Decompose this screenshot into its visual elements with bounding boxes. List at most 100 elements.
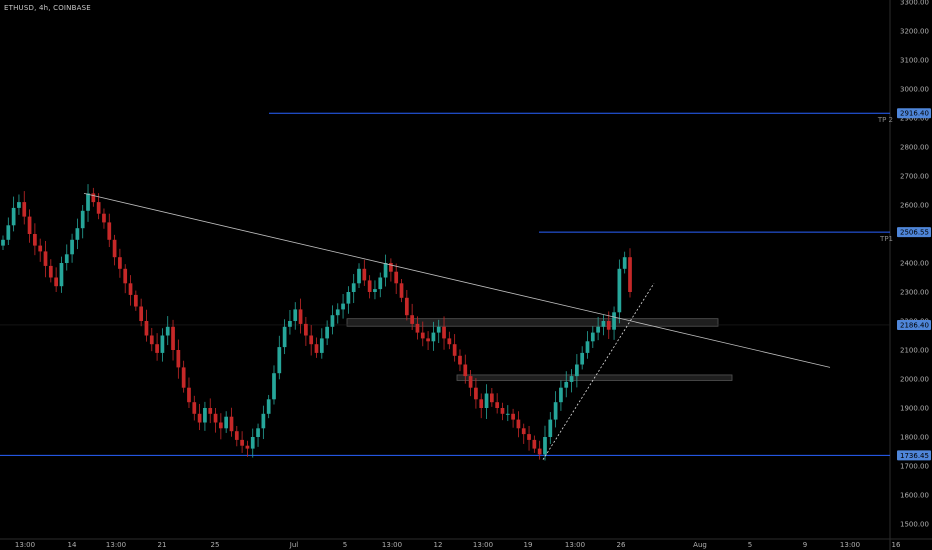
candle-body — [171, 326, 175, 350]
candle-body — [27, 216, 32, 234]
candle-body — [192, 402, 197, 414]
candle-body — [80, 210, 85, 229]
candle-body — [91, 193, 96, 203]
candle-body — [1, 239, 5, 246]
candle-body — [362, 268, 367, 281]
candle-body — [304, 323, 308, 336]
time-tick-label: 26 — [617, 541, 626, 549]
candle-body — [208, 408, 213, 414]
candle-body — [389, 263, 393, 272]
candle-body — [511, 413, 515, 420]
candle-body — [484, 393, 489, 408]
price-tick-label: 3100.00 — [900, 57, 929, 65]
price-tick-label: 3000.00 — [900, 86, 929, 94]
candle-body — [442, 326, 446, 339]
candle-body — [474, 387, 478, 400]
candle-body — [458, 355, 462, 365]
time-tick-label: 25 — [211, 541, 220, 549]
candle-body — [59, 263, 64, 287]
candle-body — [64, 254, 69, 263]
time-tick-label: 13:00 — [473, 541, 493, 549]
candle-body — [11, 207, 16, 226]
candle-body — [139, 306, 144, 321]
candle-body — [203, 408, 207, 423]
candle-body — [553, 402, 558, 420]
candle-body — [102, 213, 106, 223]
candle-body — [54, 277, 58, 287]
candle-body — [17, 202, 21, 208]
price-tick-label: 2400.00 — [900, 260, 929, 268]
supply-demand-zone[interactable] — [346, 318, 719, 327]
candle-body — [213, 413, 218, 423]
candle-body — [181, 367, 186, 388]
candle-body — [319, 338, 324, 353]
candle-body — [187, 387, 191, 403]
candle-body — [383, 263, 388, 278]
price-tick-label: 2800.00 — [900, 144, 929, 152]
candle-body — [580, 352, 585, 365]
candle-body — [436, 326, 441, 333]
target-label: TP1 — [879, 235, 893, 243]
price-tick-label: 2000.00 — [900, 376, 929, 384]
current-price-tag-text: 2186.40 — [900, 321, 929, 329]
candle-body — [229, 416, 234, 432]
price-tick-label: 1800.00 — [900, 434, 929, 442]
candle-body — [149, 335, 154, 345]
candle-body — [516, 419, 521, 429]
candle-body — [155, 344, 159, 353]
candle-body — [240, 439, 244, 446]
candle-body — [548, 419, 553, 437]
time-tick-label: 5 — [343, 541, 347, 549]
candle-body — [351, 283, 356, 292]
candle-body — [218, 422, 223, 429]
candle-body — [234, 431, 239, 440]
candle-body — [38, 245, 43, 252]
candle-body — [410, 315, 415, 324]
price-tick-label: 2300.00 — [900, 289, 929, 297]
candle-body — [272, 373, 276, 400]
candle-body — [612, 312, 616, 330]
time-tick-label: 13:00 — [565, 541, 585, 549]
price-tick-label: 2600.00 — [900, 202, 929, 210]
candle-body — [293, 309, 298, 321]
candle-body — [133, 294, 138, 307]
candle-body — [452, 344, 457, 356]
candle-body — [6, 225, 11, 240]
candle-body — [346, 292, 351, 304]
price-tick-label: 1900.00 — [900, 405, 929, 413]
time-tick-label: 13:00 — [382, 541, 402, 549]
candle-body — [160, 335, 165, 353]
time-tick-label: 21 — [158, 541, 167, 549]
candle-body — [118, 257, 122, 269]
price-tick-label: 3300.00 — [900, 0, 929, 7]
price-tick-label: 1700.00 — [900, 463, 929, 471]
candle-body — [532, 439, 537, 449]
candle-body — [357, 268, 361, 284]
candle-body — [107, 222, 112, 240]
candle-body — [176, 350, 181, 368]
candle-body — [43, 251, 48, 266]
time-tick-label: Jul — [289, 541, 299, 549]
candle-body — [431, 332, 436, 342]
candle-body — [420, 332, 425, 339]
candle-body — [86, 193, 90, 211]
time-tick-label: 9 — [803, 541, 807, 549]
candle-body — [575, 364, 579, 377]
time-tick-label: 16 — [892, 541, 901, 549]
candle-body — [463, 364, 468, 377]
candle-body — [559, 387, 563, 403]
candle-body — [367, 280, 372, 292]
ascending-support-line[interactable] — [542, 283, 655, 460]
target-label: TP 2 — [877, 116, 893, 124]
candle-body — [330, 315, 335, 327]
candle-body — [426, 338, 430, 342]
candle-body — [22, 202, 27, 217]
candle-body — [298, 309, 303, 324]
price-tick-label: 2900.00 — [900, 115, 929, 123]
candle-body — [325, 326, 329, 339]
candle-body — [590, 332, 595, 342]
candle-body — [341, 303, 345, 310]
descending-trendline[interactable] — [83, 193, 831, 368]
